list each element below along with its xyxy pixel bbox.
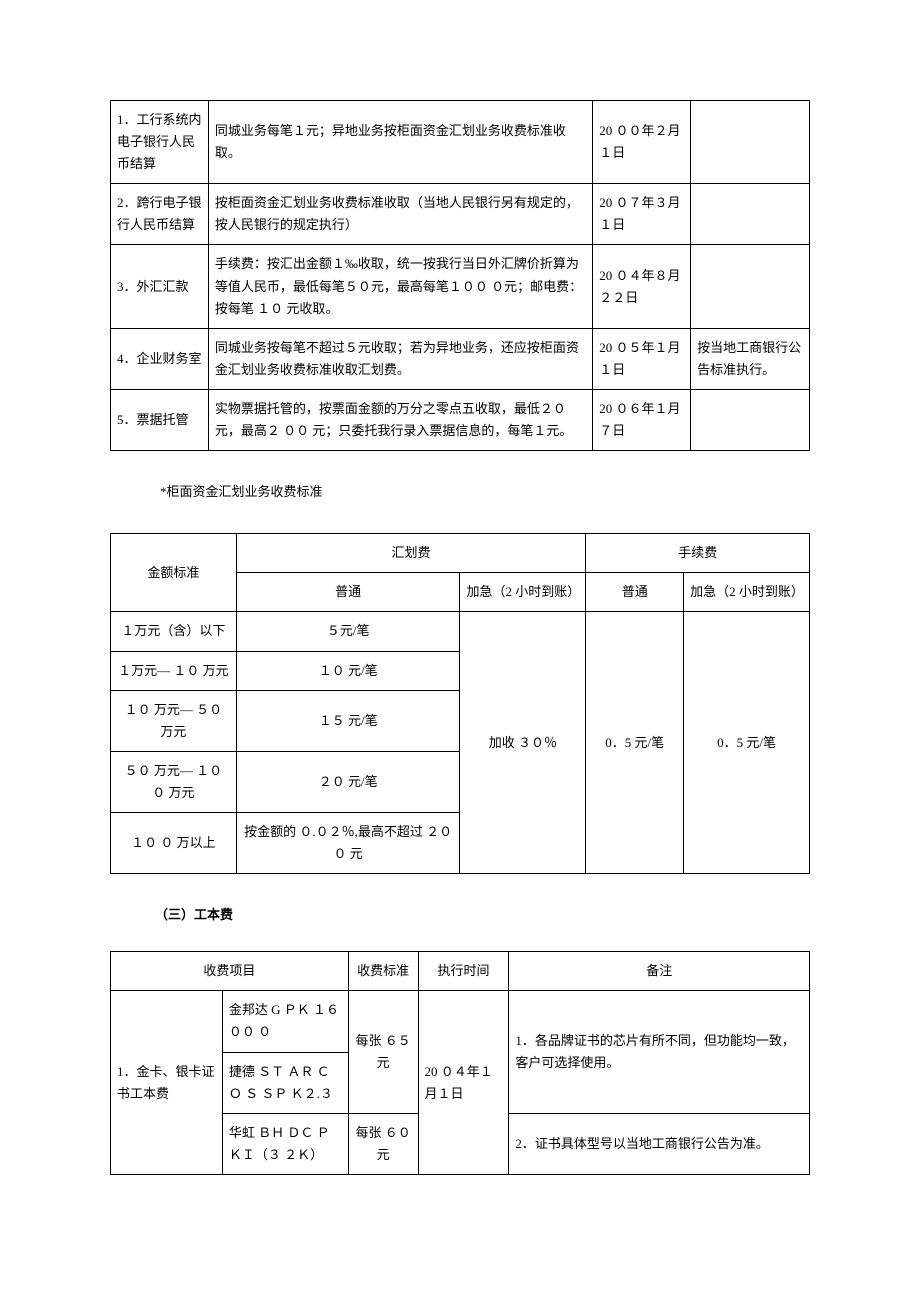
cell-item: 2．跨行电子银行人民币结算 bbox=[111, 184, 209, 245]
cell-date: 20 ０４年８月２２日 bbox=[593, 245, 691, 328]
cell-amount: １０ 万元— ５０ 万元 bbox=[111, 690, 237, 751]
cell-desc: 手续费：按汇出金额１‰收取，统一按我行当日外汇牌价折算为等值人民币，最低每笔５０… bbox=[208, 245, 592, 328]
cell-normal: １０ 元/笔 bbox=[236, 651, 460, 690]
table-row: １万元（含）以下 ５元/笔 加收 ３０％ 0．5 元/笔 0．5 元/笔 bbox=[111, 612, 810, 651]
cell-remark bbox=[691, 184, 810, 245]
cell-amount: ５０ 万元— １０ ０ 万元 bbox=[111, 751, 237, 812]
cell-date: 20 ０７年３月１日 bbox=[593, 184, 691, 245]
table-header-row: 收费项目 收费标准 执行时间 备注 bbox=[111, 952, 810, 991]
cell-normal: ２０ 元/笔 bbox=[236, 751, 460, 812]
table-row: 1．工行系统内电子银行人民币结算 同城业务每笔１元；异地业务按柜面资金汇划业务收… bbox=[111, 101, 810, 184]
cell-normal: 按金额的 ０.０２％,最高不超过 ２０ ０ 元 bbox=[236, 812, 460, 873]
table-row: 5．票据托管 实物票据托管的，按票面金额的万分之零点五收取，最低２０元，最高２ … bbox=[111, 389, 810, 450]
header-urgent: 加急（2 小时到账） bbox=[460, 573, 586, 612]
cell-item: 1．工行系统内电子银行人民币结算 bbox=[111, 101, 209, 184]
section-heading-cost: （三）工本费 bbox=[155, 904, 810, 926]
cell-desc: 实物票据托管的，按票面金额的万分之零点五收取，最低２０元，最高２ ００ 元；只委… bbox=[208, 389, 592, 450]
table-row: 3．外汇汇款 手续费：按汇出金额１‰收取，统一按我行当日外汇牌价折算为等值人民币… bbox=[111, 245, 810, 328]
cell-date: 20 ０４年１月１日 bbox=[418, 991, 509, 1175]
cell-amount: １万元— １０ 万元 bbox=[111, 651, 237, 690]
cell-urgent-surcharge: 加收 ３０％ bbox=[460, 612, 586, 874]
cell-desc: 按柜面资金汇划业务收费标准收取（当地人民银行另有规定的，按人民银行的规定执行） bbox=[208, 184, 592, 245]
header-amount: 金额标准 bbox=[111, 534, 237, 612]
header-transfer-fee: 汇划费 bbox=[236, 534, 585, 573]
cell-desc: 同城业务每笔１元；异地业务按柜面资金汇划业务收费标准收取。 bbox=[208, 101, 592, 184]
cell-brand: 华虹 ＢＨ ＤＣ Ｐ ＫＩ（３ ２Ｋ） bbox=[222, 1113, 348, 1174]
table-header-row: 金额标准 汇划费 手续费 bbox=[111, 534, 810, 573]
cell-fee-normal: 0．5 元/笔 bbox=[586, 612, 684, 874]
cell-normal: １５ 元/笔 bbox=[236, 690, 460, 751]
cell-remark bbox=[691, 101, 810, 184]
cell-amount: １万元（含）以下 bbox=[111, 612, 237, 651]
fee-table-1: 1．工行系统内电子银行人民币结算 同城业务每笔１元；异地业务按柜面资金汇划业务收… bbox=[110, 100, 810, 451]
cell-item: 4．企业财务室 bbox=[111, 328, 209, 389]
cell-remark-2: 2．证书具体型号以当地工商银行公告为准。 bbox=[509, 1113, 810, 1174]
cell-fee-urgent: 0．5 元/笔 bbox=[684, 612, 810, 874]
cell-normal: ５元/笔 bbox=[236, 612, 460, 651]
header-normal: 普通 bbox=[236, 573, 460, 612]
cell-item: 3．外汇汇款 bbox=[111, 245, 209, 328]
header-fee-urgent: 加急（2 小时到账） bbox=[684, 573, 810, 612]
material-cost-table: 收费项目 收费标准 执行时间 备注 1．金卡、银卡证书工本费 金邦达 G ＰＫ … bbox=[110, 951, 810, 1175]
cell-remark: 按当地工商银行公告标准执行。 bbox=[691, 328, 810, 389]
header-remark: 备注 bbox=[509, 952, 810, 991]
table-row: 4．企业财务室 同城业务按每笔不超过５元收取；若为异地业务，还应按柜面资金汇划业… bbox=[111, 328, 810, 389]
cell-price: 每张 ６０ 元 bbox=[348, 1113, 418, 1174]
cell-brand: 捷德 ＳＴ ＡＲ ＣＯ Ｓ ＳＰ Ｋ２.３ bbox=[222, 1052, 348, 1113]
cell-item-label: 1．金卡、银卡证书工本费 bbox=[111, 991, 223, 1175]
header-date: 执行时间 bbox=[418, 952, 509, 991]
cell-amount: １０ ０ 万以上 bbox=[111, 812, 237, 873]
header-service-fee: 手续费 bbox=[586, 534, 810, 573]
fee-standard-note: *柜面资金汇划业务收费标准 bbox=[160, 481, 810, 503]
cell-date: 20 ００年２月１日 bbox=[593, 101, 691, 184]
header-standard: 收费标准 bbox=[348, 952, 418, 991]
header-fee-normal: 普通 bbox=[586, 573, 684, 612]
cell-remark-1: 1．各品牌证书的芯片有所不同，但功能均一致，客户可选择使用。 bbox=[509, 991, 810, 1113]
transfer-fee-table: 金额标准 汇划费 手续费 普通 加急（2 小时到账） 普通 加急（2 小时到账）… bbox=[110, 533, 810, 874]
table-row: 2．跨行电子银行人民币结算 按柜面资金汇划业务收费标准收取（当地人民银行另有规定… bbox=[111, 184, 810, 245]
cell-remark bbox=[691, 245, 810, 328]
cell-brand: 金邦达 G ＰＫ １６ ００ ０ bbox=[222, 991, 348, 1052]
cell-desc: 同城业务按每笔不超过５元收取；若为异地业务，还应按柜面资金汇划业务收费标准收取汇… bbox=[208, 328, 592, 389]
cell-price: 每张 ６５ 元 bbox=[348, 991, 418, 1113]
cell-date: 20 ０５年１月１日 bbox=[593, 328, 691, 389]
table-row: 1．金卡、银卡证书工本费 金邦达 G ＰＫ １６ ００ ０ 每张 ６５ 元 20… bbox=[111, 991, 810, 1052]
cell-date: 20 ０６年１月７日 bbox=[593, 389, 691, 450]
cell-remark bbox=[691, 389, 810, 450]
header-item: 收费项目 bbox=[111, 952, 349, 991]
cell-item: 5．票据托管 bbox=[111, 389, 209, 450]
